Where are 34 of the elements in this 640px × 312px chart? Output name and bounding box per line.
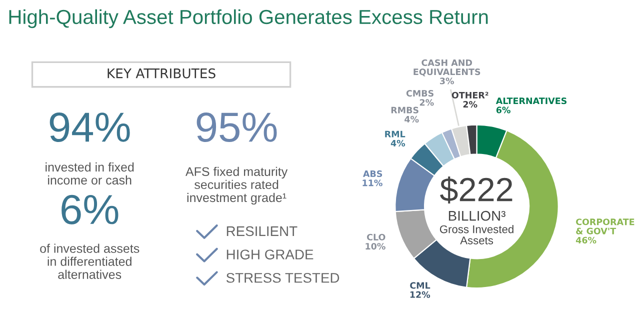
data-label: 4%: [404, 116, 419, 123]
text: STRESS TESTED: [226, 272, 340, 283]
text: 6%: [62, 194, 118, 224]
text: Gross Invested Assets: [440, 225, 514, 244]
data-label: 12%: [410, 291, 430, 298]
slice-label: CML: [410, 282, 430, 289]
slice-label: ALTERNATIVES: [496, 98, 567, 104]
text: of invested assets in differentiated alternatives: [40, 244, 140, 279]
data-label: 2%: [420, 99, 434, 106]
text: $222: [440, 176, 512, 204]
text: 95%: [196, 112, 277, 142]
slice-label: CMBS: [406, 90, 434, 97]
slice-label: RMBS: [391, 106, 418, 114]
data-label: 10%: [366, 242, 386, 250]
slice-label: CORPORATE & GOV'T: [576, 218, 634, 234]
text: 94%: [50, 112, 130, 142]
data-label: 11%: [362, 180, 382, 186]
slice-label: ABS: [362, 170, 382, 178]
data-label: 2%: [463, 100, 478, 108]
slice-label: OTHER²: [452, 92, 488, 98]
data-label: 6%: [496, 106, 510, 114]
text: AFS fixed maturity securities rated investment grade¹: [186, 166, 288, 205]
text: High-Quality Asset Portfolio Generates Excess Return: [9, 9, 488, 28]
slice-label: RML: [385, 130, 406, 138]
text: invested in fixed income or cash: [46, 162, 134, 185]
data-label: 3%: [440, 78, 454, 84]
text: KEY ATTRIBUTES: [108, 68, 216, 78]
text: BILLION³: [448, 210, 506, 221]
data-label: 46%: [576, 236, 596, 244]
slice-label: CLO: [367, 234, 386, 240]
text: HIGH GRADE: [226, 250, 314, 260]
data-label: 4%: [390, 140, 406, 146]
text: RESILIENT: [226, 226, 298, 236]
slice-label: CASH AND EQUIVALENTS: [414, 59, 480, 76]
